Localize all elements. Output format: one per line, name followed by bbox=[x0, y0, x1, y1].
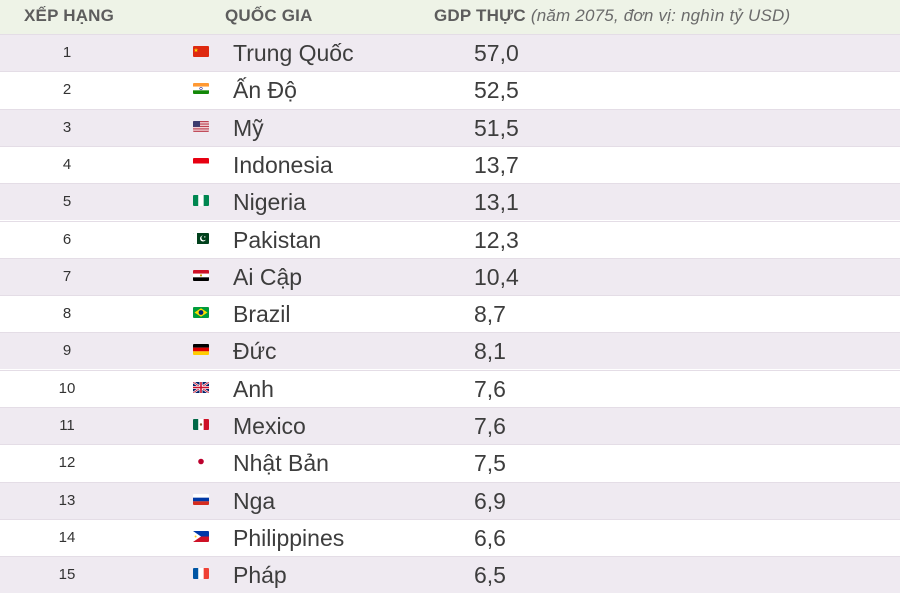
rank-cell: 13 bbox=[58, 492, 76, 509]
rank-cell: 11 bbox=[59, 417, 75, 434]
philippines-flag-icon bbox=[193, 531, 209, 542]
rank-cell: 14 bbox=[58, 529, 76, 546]
rank-cell: 7 bbox=[62, 268, 72, 285]
gdp-cell: 52,5 bbox=[474, 77, 519, 103]
header-rank: XẾP HẠNG bbox=[24, 6, 115, 25]
table-header: XẾP HẠNG QUỐC GIA GDP THỰC (năm 2075, đơ… bbox=[0, 0, 900, 34]
egypt-flag-icon bbox=[193, 270, 209, 281]
country-cell: Anh bbox=[233, 376, 274, 402]
gdp-cell: 57,0 bbox=[474, 40, 519, 66]
country-cell: Nigeria bbox=[233, 189, 306, 215]
rank-cell: 1 bbox=[62, 44, 72, 61]
nigeria-flag-icon bbox=[193, 195, 209, 206]
mexico-flag-icon bbox=[193, 419, 209, 430]
table-row: 7 Ai Cập 10,4 bbox=[0, 258, 900, 295]
rank-cell: 2 bbox=[62, 81, 72, 98]
japan-flag-icon bbox=[193, 456, 209, 467]
rank-cell: 9 bbox=[62, 342, 72, 359]
country-cell: Indonesia bbox=[233, 152, 333, 178]
gdp-cell: 7,6 bbox=[474, 413, 506, 439]
table-row: 9 Đức 8,1 bbox=[0, 332, 900, 369]
table-row: 2 Ấn Độ 52,5 bbox=[0, 71, 900, 108]
france-flag-icon bbox=[193, 568, 209, 579]
country-cell: Trung Quốc bbox=[233, 40, 354, 66]
header-country: QUỐC GIA bbox=[225, 6, 313, 25]
gdp-cell: 13,7 bbox=[474, 152, 519, 178]
rank-cell: 5 bbox=[62, 193, 72, 210]
rank-cell: 3 bbox=[62, 119, 72, 136]
country-cell: Đức bbox=[233, 338, 277, 364]
table-row: 12 Nhật Bản 7,5 bbox=[0, 444, 900, 481]
india-flag-icon bbox=[193, 83, 209, 94]
uk-flag-icon bbox=[193, 382, 209, 393]
gdp-cell: 51,5 bbox=[474, 115, 519, 141]
germany-flag-icon bbox=[193, 344, 209, 355]
gdp-cell: 8,1 bbox=[474, 338, 506, 364]
china-flag-icon bbox=[193, 46, 209, 57]
table-row: 15 Pháp 6,5 bbox=[0, 556, 900, 593]
rank-cell: 6 bbox=[62, 231, 72, 248]
country-cell: Brazil bbox=[233, 301, 291, 327]
table-row: 10 Anh 7,6 bbox=[0, 370, 900, 407]
russia-flag-icon bbox=[193, 494, 209, 505]
country-cell: Pakistan bbox=[233, 227, 322, 253]
gdp-cell: 7,6 bbox=[474, 376, 506, 402]
rank-cell: 10 bbox=[58, 380, 76, 397]
table-row: 13 Nga 6,9 bbox=[0, 482, 900, 519]
table-row: 4 Indonesia 13,7 bbox=[0, 146, 900, 183]
country-cell: Nga bbox=[233, 488, 276, 514]
header-gdp-note: (năm 2075, đơn vị: nghìn tỷ USD) bbox=[530, 6, 791, 25]
table-row: 3 Mỹ 51,5 bbox=[0, 109, 900, 146]
country-cell: Pháp bbox=[233, 562, 287, 588]
country-cell: Ấn Độ bbox=[233, 77, 297, 103]
table-row: 11 Mexico 7,6 bbox=[0, 407, 900, 444]
country-cell: Nhật Bản bbox=[233, 450, 329, 476]
gdp-cell: 7,5 bbox=[474, 450, 506, 476]
header-gdp-label: GDP THỰC bbox=[434, 6, 526, 25]
table-row: 14 Philippines 6,6 bbox=[0, 519, 900, 556]
table-row: 5 Nigeria 13,1 bbox=[0, 183, 900, 220]
country-cell: Mexico bbox=[233, 413, 306, 439]
pakistan-flag-icon bbox=[193, 233, 209, 244]
gdp-cell: 6,6 bbox=[474, 525, 506, 551]
rank-cell: 12 bbox=[58, 454, 76, 471]
rank-cell: 4 bbox=[62, 156, 72, 173]
country-cell: Ai Cập bbox=[233, 264, 303, 290]
brazil-flag-icon bbox=[193, 307, 209, 318]
gdp-cell: 8,7 bbox=[474, 301, 506, 327]
country-cell: Mỹ bbox=[233, 115, 264, 141]
country-cell: Philippines bbox=[233, 525, 345, 551]
table-row: 6 Pakistan 12,3 bbox=[0, 221, 900, 258]
gdp-cell: 12,3 bbox=[474, 227, 519, 253]
header-gdp: GDP THỰC (năm 2075, đơn vị: nghìn tỷ USD… bbox=[434, 6, 790, 26]
rank-cell: 8 bbox=[62, 305, 72, 322]
table-row: 1 Trung Quốc 57,0 bbox=[0, 34, 900, 71]
gdp-cell: 13,1 bbox=[474, 189, 519, 215]
usa-flag-icon bbox=[193, 121, 209, 132]
table-row: 8 Brazil 8,7 bbox=[0, 295, 900, 332]
gdp-cell: 10,4 bbox=[474, 264, 519, 290]
gdp-cell: 6,9 bbox=[474, 488, 506, 514]
rank-cell: 15 bbox=[58, 566, 76, 583]
gdp-cell: 6,5 bbox=[474, 562, 506, 588]
indonesia-flag-icon bbox=[193, 158, 209, 169]
